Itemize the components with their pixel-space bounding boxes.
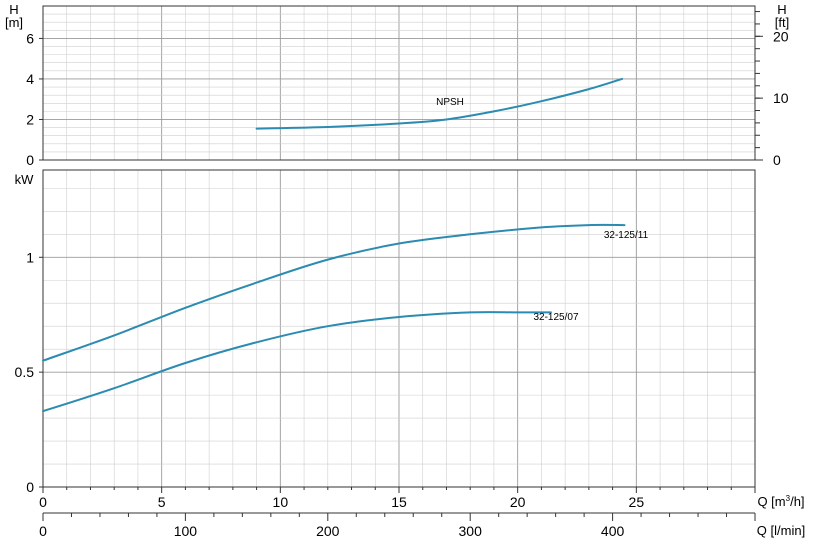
q-lmin-tick-label: 100 [174,523,198,539]
h-ft-unit: [ft] [775,15,789,30]
kw-tick-label: 0.5 [15,364,35,380]
q-lmin-tick-label: 0 [39,523,47,539]
q-lmin-tick-label: 400 [601,523,625,539]
h-ft-tick-label: 10 [773,90,789,106]
kw-tick-label: 1 [26,249,34,265]
h-ft-title: H [777,2,786,17]
kw-title: kW [15,172,35,187]
h-m-tick-label: 2 [26,111,34,127]
q-m3h-tick-label: 20 [510,494,526,510]
npsh-label: NPSH [436,97,464,108]
h-m-unit: [m] [5,15,23,30]
h-m-tick-label: 0 [26,152,34,168]
q-lmin-label: Q [l/min] [757,523,805,538]
q-m3h-tick-label: 15 [391,494,407,510]
curve-11-label: 32-125/11 [604,230,649,241]
q-lmin-tick-label: 200 [316,523,340,539]
h-m-tick-label: 4 [26,71,34,87]
npsh-grid [43,6,755,160]
h-ft-tick-label: 0 [773,152,781,168]
h-m-title: H [9,2,18,17]
q-m3h-tick-label: 0 [39,494,47,510]
kw-tick-label: 0 [26,479,34,495]
q-lmin-tick-label: 300 [459,523,483,539]
npsh-frame [42,5,756,161]
q-m3h-label: Q [m3/h] [757,494,804,509]
h-ft-tick-label: 20 [773,28,789,44]
power-curve-07 [42,311,552,413]
power-curve-11 [42,223,626,362]
curves [42,77,626,413]
power-grid [43,170,755,487]
curve-07-label: 32-125/07 [533,312,578,323]
q-m3h-tick-label: 5 [158,494,166,510]
h-m-tick-label: 6 [26,30,34,46]
q-m3h-tick-label: 25 [629,494,645,510]
q-m3h-tick-label: 10 [273,494,289,510]
npsh-curve [255,77,624,130]
